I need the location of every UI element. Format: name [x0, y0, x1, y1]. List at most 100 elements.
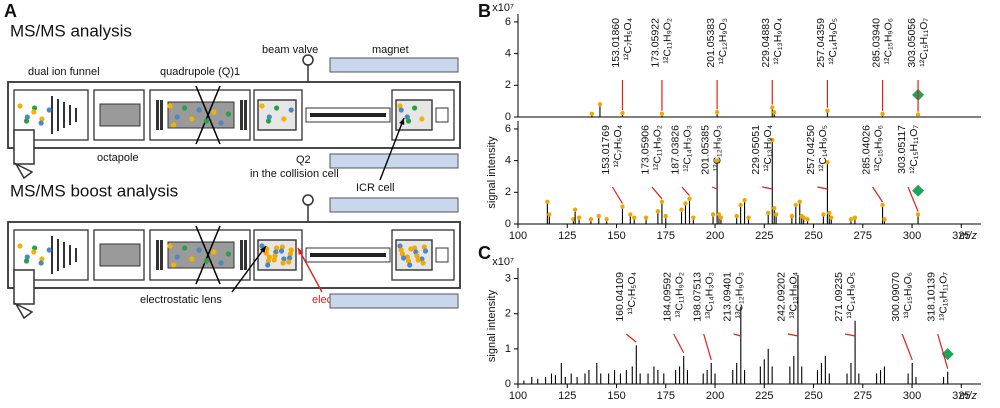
component-label: ICR cell	[356, 182, 395, 194]
peak-marker	[596, 213, 601, 219]
peak-marker	[588, 217, 594, 222]
component-label: Q2	[296, 154, 311, 166]
beam-valve	[302, 194, 314, 206]
ion	[281, 256, 287, 262]
peak-marker	[852, 215, 858, 220]
x-axis-label: m/z	[959, 390, 977, 402]
ion	[17, 103, 23, 109]
component-label: quadrupole (Q)1	[160, 66, 240, 78]
ion	[225, 111, 231, 117]
peak-marker	[659, 199, 665, 205]
x-tick-label: 300	[903, 230, 921, 242]
y-multiplier: x10⁷	[492, 2, 514, 14]
component-label: in the collision cell	[250, 168, 339, 180]
peak-marker	[632, 215, 637, 220]
x-tick-label: 275	[854, 390, 872, 402]
ion	[272, 253, 278, 259]
annotation-leader	[611, 186, 623, 204]
x-tick-label: 300	[903, 390, 921, 402]
annotation-formula: ¹²C₁₅H₁₁O₇	[918, 18, 930, 67]
ion	[39, 116, 45, 122]
ion	[46, 107, 52, 113]
y-tick-label: 1	[505, 343, 511, 355]
peak-marker	[572, 207, 578, 212]
peak-marker	[663, 213, 668, 219]
x-tick-label: 150	[607, 390, 625, 402]
peak-marker	[718, 215, 724, 220]
ion	[398, 107, 404, 113]
annotation-mass: 257.04250	[805, 125, 817, 175]
peak-marker	[821, 212, 826, 217]
magnet	[329, 57, 459, 73]
annotation-formula: ¹²C₁₂H₉O₃	[712, 125, 724, 171]
annotation-leader	[625, 333, 637, 343]
annotation-formula: ¹³C₁₄H₃O₃	[703, 272, 715, 319]
ion	[288, 107, 294, 113]
annotation-formula: ¹²C₁₄H₃O₃	[682, 125, 694, 172]
annotation-mass: 201.05385	[700, 125, 712, 175]
y-tick-label: 0	[505, 111, 511, 123]
ion	[398, 247, 404, 253]
annotation-formula: ¹²C₁₃H₉O₄	[772, 18, 784, 65]
x-axis-label: m/z	[959, 230, 977, 242]
ion	[31, 249, 37, 255]
annotation-formula: ¹²C₁₃H₉O₄	[762, 125, 774, 172]
annotation-mass: 229.04883	[760, 18, 772, 68]
lens-plate	[160, 100, 163, 130]
component-label: magnet	[372, 44, 409, 56]
lens-plate	[156, 100, 159, 130]
ion	[420, 260, 426, 266]
annotation-leader	[844, 333, 856, 337]
component-label: electrostatic lens	[140, 294, 222, 306]
peak-marker	[772, 110, 777, 115]
annotation-mass: 173.05906	[640, 125, 652, 175]
x-tick-label: 225	[755, 230, 773, 242]
ion	[412, 105, 418, 111]
annotation-formula: ¹³C₁₂H₉O₃	[733, 272, 745, 318]
x-tick-label: 200	[706, 230, 724, 242]
lens-plate	[240, 100, 243, 130]
y-tick-label: 6	[505, 123, 511, 135]
peak-marker	[915, 212, 921, 217]
annotation-leader	[733, 333, 741, 337]
peak-marker	[589, 111, 595, 117]
x-tick-label: 200	[706, 390, 724, 402]
octapole	[99, 243, 141, 267]
annotation-formula: ¹³C₁₃H₉O₄	[788, 272, 800, 319]
peak-marker	[770, 137, 775, 143]
y-axis-label: signal intensity	[486, 136, 498, 209]
annotation-mass: 257.04359	[815, 18, 827, 68]
ion	[266, 254, 272, 260]
ion	[171, 122, 177, 128]
source	[13, 129, 35, 165]
pointer-head	[399, 118, 405, 125]
source-needle	[14, 162, 34, 180]
ion	[274, 105, 280, 111]
beam-valve	[302, 54, 314, 66]
ion	[38, 120, 44, 126]
peak-marker	[766, 210, 771, 216]
ion	[189, 116, 195, 122]
pointer	[297, 247, 323, 293]
annotation-mass: 285.04026	[860, 125, 872, 175]
annotation-formula: ¹²C₁₄H₉O₅	[827, 18, 839, 65]
annotation-formula: ¹²C₁₄H₉O₅	[817, 125, 829, 172]
y-tick-label: 3	[505, 272, 511, 284]
ion	[17, 243, 23, 249]
annotation-mass: 271.09235	[833, 272, 845, 322]
peak-marker	[746, 215, 751, 220]
peak-marker	[880, 202, 885, 208]
ion	[281, 116, 287, 122]
x-tick-label: 125	[558, 230, 576, 242]
annotation-mass: 201.05383	[705, 18, 717, 68]
annotation-mass: 303.05117	[896, 125, 908, 174]
x-tick-label: 175	[657, 230, 675, 242]
peak-marker	[679, 207, 684, 212]
ion	[167, 103, 173, 109]
peak-marker	[655, 209, 661, 214]
x-tick-label: 100	[509, 230, 527, 242]
ion	[24, 254, 30, 260]
peak-marker	[742, 198, 747, 203]
peak-marker	[793, 202, 798, 208]
lens-plate	[240, 240, 243, 270]
